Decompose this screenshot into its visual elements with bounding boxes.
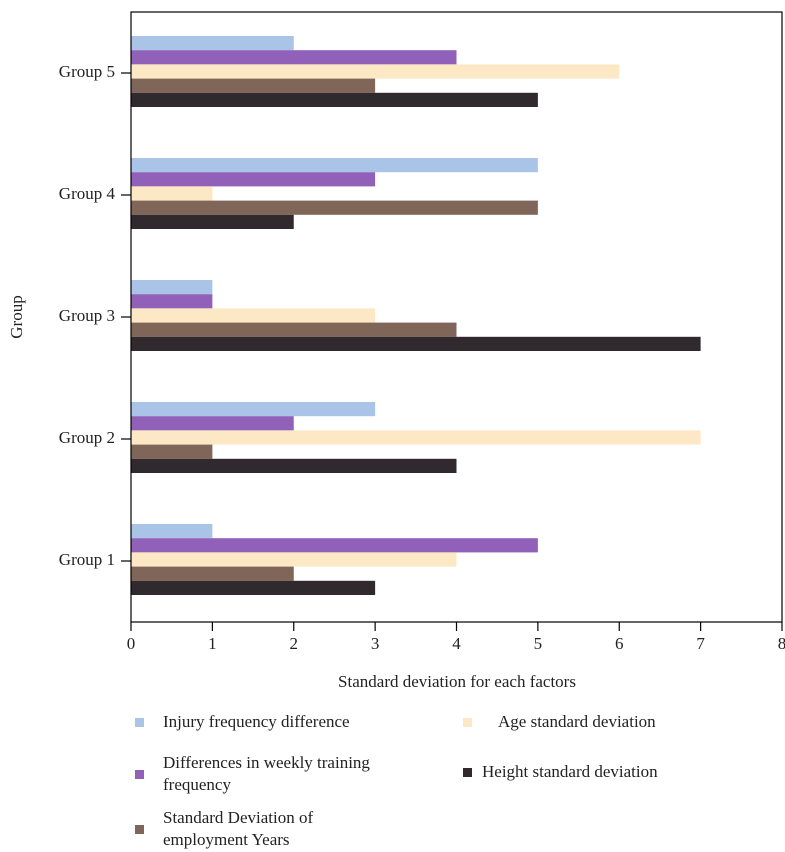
y-tick-label: Group 1 <box>59 550 115 569</box>
legend-item: Differences in weekly training frequency <box>135 744 378 804</box>
legend-swatch <box>135 824 144 834</box>
legend-item: Height standard deviation <box>463 742 697 802</box>
bar <box>131 430 701 445</box>
bar <box>131 36 294 51</box>
legend-item: Injury frequency difference <box>135 692 378 752</box>
bar <box>131 50 457 65</box>
x-tick-label: 7 <box>696 634 705 653</box>
legend-swatch <box>135 769 144 779</box>
bar <box>131 172 376 187</box>
bar <box>131 200 538 215</box>
bar <box>131 444 213 459</box>
x-axis-label: Standard deviation for each factors <box>338 672 576 691</box>
legend-label: Height standard deviation <box>482 762 658 781</box>
bar <box>131 402 376 417</box>
legend-label: Age standard deviation <box>498 712 656 731</box>
bar <box>131 336 701 351</box>
bar <box>131 416 294 431</box>
bar <box>131 308 376 323</box>
y-tick-label: Group 2 <box>59 428 115 447</box>
legend-label: Differences in weekly training frequency <box>163 753 370 794</box>
legend-item: Standard Deviation of employment Years <box>135 799 378 852</box>
y-axis-label: Group <box>7 295 26 338</box>
legend-label: Standard Deviation of employment Years <box>163 808 314 849</box>
y-tick-label: Group 3 <box>59 306 115 325</box>
bar <box>131 280 213 295</box>
bar <box>131 566 294 581</box>
bar <box>131 524 213 539</box>
x-tick-label: 8 <box>778 634 785 653</box>
bar <box>131 158 538 173</box>
bar <box>131 214 294 229</box>
x-tick-label: 6 <box>615 634 624 653</box>
x-tick-label: 5 <box>534 634 543 653</box>
legend-swatch <box>463 717 472 727</box>
bar <box>131 580 376 595</box>
bar <box>131 186 213 201</box>
legend-swatch <box>135 717 144 727</box>
bar <box>131 322 457 337</box>
bar <box>131 552 457 567</box>
bar <box>131 78 376 93</box>
x-tick-label: 2 <box>290 634 299 653</box>
legend-label: Injury frequency difference <box>163 712 350 731</box>
bar <box>131 92 538 107</box>
y-tick-label: Group 5 <box>59 62 115 81</box>
x-tick-label: 3 <box>371 634 380 653</box>
legend-item: Age standard deviation <box>463 692 713 752</box>
bar <box>131 294 213 309</box>
y-tick-label: Group 4 <box>59 184 116 203</box>
bar <box>131 64 620 79</box>
legend-swatch <box>463 767 472 777</box>
x-tick-label: 4 <box>452 634 461 653</box>
bar <box>131 538 538 553</box>
x-tick-label: 0 <box>127 634 136 653</box>
bar <box>131 458 457 473</box>
x-tick-label: 1 <box>208 634 217 653</box>
